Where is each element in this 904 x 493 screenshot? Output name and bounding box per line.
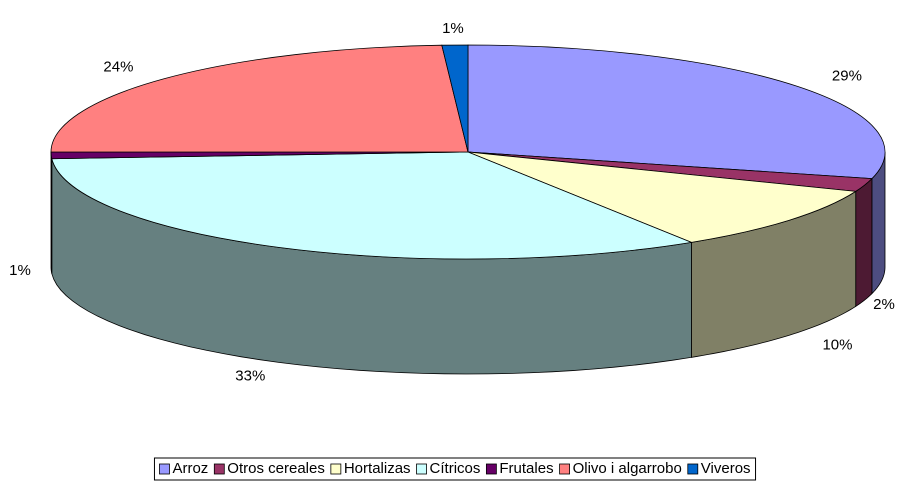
pie-slice [467,44,886,180]
data-label: 24% [103,59,133,76]
legend-swatch [485,463,497,475]
legend-label: Cítricos [430,460,481,477]
legend-swatch [559,463,570,475]
legend-label: Viveros [701,460,751,477]
data-label: 10% [822,336,852,353]
pie-side [855,177,873,308]
legend: Arroz Otros cereales Hortalizas Cítricos Fru… [153,457,757,481]
pie-slice [467,151,857,243]
legend-swatch [416,463,427,475]
legend-label: Otros cereales [227,460,325,477]
data-label: 2% [873,296,895,313]
pie-side [50,151,53,274]
legend-label: Hortalizas [344,460,411,477]
pie-slice [441,44,469,153]
legend-swatch [687,463,699,475]
data-label: 29% [832,68,862,85]
legend-swatch [159,463,170,475]
data-label: 1% [442,20,464,37]
legend-label: Arroz [172,460,208,477]
data-label: 1% [9,262,31,279]
legend-label: Frutales [499,460,553,477]
pie-slice [50,44,469,153]
legend-swatch [330,463,342,475]
legend-swatch [213,463,225,475]
pie-slice [51,151,693,260]
data-label: 33% [235,368,265,385]
legend-label: Olivo i algarrobo [573,460,682,477]
legend-box [153,457,757,481]
